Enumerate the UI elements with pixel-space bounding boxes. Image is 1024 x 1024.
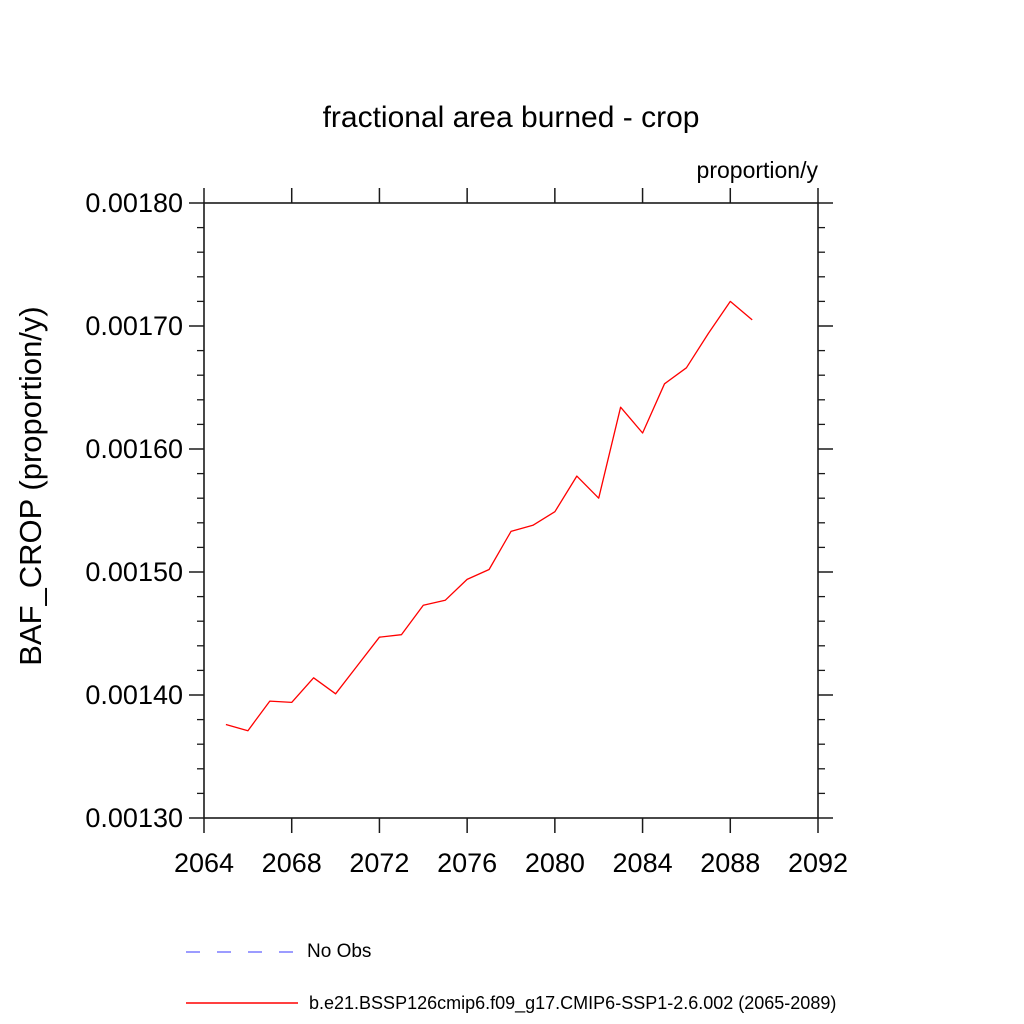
series-line — [225, 300, 753, 732]
chart-title: fractional area burned - crop — [322, 101, 700, 134]
no-obs-dashed-line-swatch — [186, 951, 296, 953]
y-tick-label: 0.00130 — [85, 803, 183, 833]
x-tick-label: 2088 — [700, 848, 760, 878]
units-label: proportion/y — [696, 157, 818, 183]
y-tick-label: 0.00180 — [85, 188, 183, 218]
x-tick-label: 2064 — [174, 848, 234, 878]
legend-item-no-obs: No Obs — [185, 941, 371, 963]
x-tick-label: 2072 — [349, 848, 409, 878]
x-tick-label: 2076 — [437, 848, 497, 878]
y-tick-label: 0.00160 — [85, 434, 183, 464]
x-tick-label: 2080 — [525, 848, 585, 878]
plot-frame — [203, 202, 819, 819]
legend-label-model-run: b.e21.BSSP126cmip6.f09_g17.CMIP6-SSP1-2.… — [309, 992, 837, 1013]
y-tick-label: 0.00150 — [85, 557, 183, 587]
x-tick-label: 2092 — [788, 848, 848, 878]
y-tick-label: 0.00170 — [85, 311, 183, 341]
model-run-solid-line-swatch — [186, 1002, 298, 1004]
y-tick-label: 0.00140 — [85, 680, 183, 710]
legend-item-model-run: b.e21.BSSP126cmip6.f09_g17.CMIP6-SSP1-2.… — [185, 992, 836, 1014]
legend-label-no-obs: No Obs — [307, 941, 372, 962]
x-tick-label: 2084 — [613, 848, 673, 878]
x-tick-label: 2068 — [262, 848, 322, 878]
